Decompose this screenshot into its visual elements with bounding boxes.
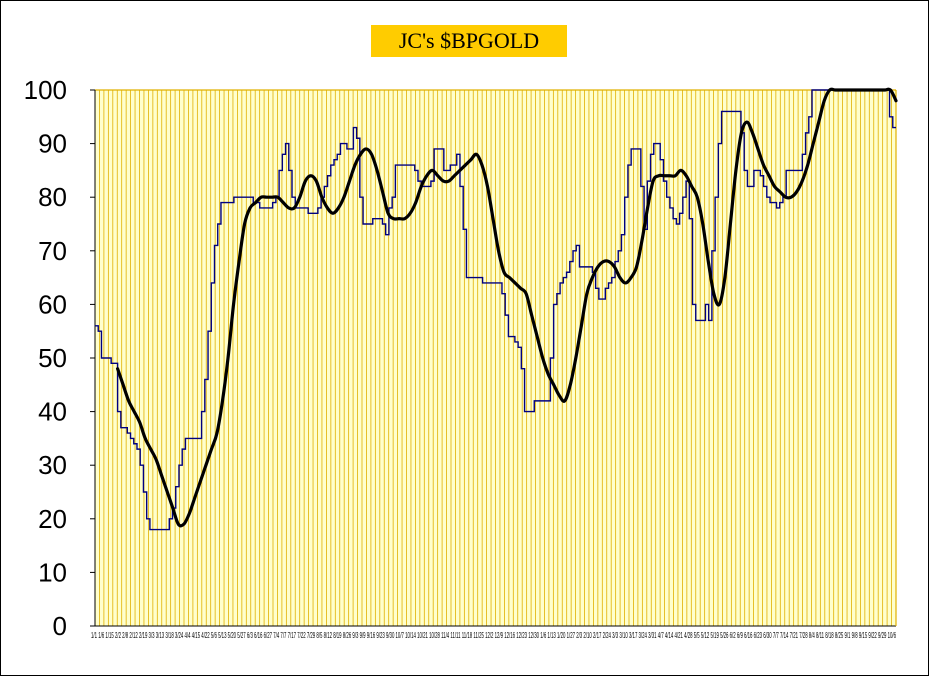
x-tick-labels: 1/1 1/6 1/15 2/2 2/8 2/12 2/19 3/3 3/13 …	[91, 631, 896, 640]
tick-labels: 0 10 20 30 40 50 60 70 80 90 100 1/1 1/6 1/15 2/2 2…	[24, 75, 897, 641]
y-tick-label: 100	[24, 75, 67, 105]
axes	[90, 89, 897, 627]
series-group	[95, 87, 898, 531]
vertical-gridlines	[94, 89, 897, 626]
y-tick-label: 90	[38, 129, 67, 159]
y-tick-label: 20	[38, 504, 67, 534]
y-tick-label: 0	[53, 611, 67, 641]
y-tick-label: 70	[38, 236, 67, 266]
series-line-smoothed	[116, 87, 898, 528]
y-tick-label: 60	[38, 289, 67, 319]
y-tick-label: 40	[38, 397, 67, 427]
y-tick-label: 10	[38, 557, 67, 587]
y-tick-label: 50	[38, 343, 67, 373]
y-tick-label: 80	[38, 182, 67, 212]
chart-title: JC's $BPGOLD	[371, 25, 567, 57]
y-tick-label: 30	[38, 450, 67, 480]
